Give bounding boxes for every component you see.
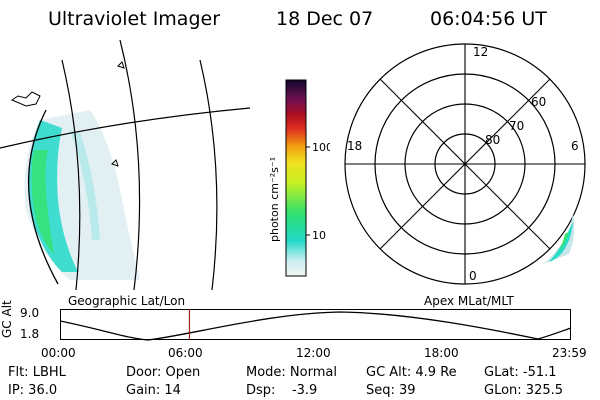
timeline-tick: 00:00 (41, 346, 76, 360)
meridian-line (119, 40, 141, 290)
coastline (10, 91, 41, 107)
mlt-label-0: 0 (469, 269, 477, 283)
coastline (117, 61, 125, 69)
gc-alt-readout: GC Alt: 4.9 Re (366, 365, 457, 380)
aurora-emission-geographic (24, 110, 140, 280)
timeline-tick: 06:00 (168, 346, 203, 360)
meridian-line (199, 59, 218, 290)
colorbar-tick-10: 10 (312, 229, 326, 242)
observation-time: 06:04:56 UT (430, 8, 547, 30)
observation-date: 18 Dec 07 (276, 8, 374, 30)
aurora-emission-polar (543, 214, 575, 264)
colorbar-gradient (285, 79, 307, 277)
geographic-panel-title: Geographic Lat/Lon (68, 294, 186, 308)
mlat-label-80: 80 (485, 133, 500, 147)
instrument-title: Ultraviolet Imager (48, 8, 221, 30)
meridian-line (61, 59, 81, 290)
polar-mlat-mlt-plot: 12 18 6 0 60 70 80 (344, 43, 586, 285)
glon-readout: GLon: 325.5 (484, 383, 564, 398)
intensity-colorbar: 100 10 photon cm⁻²s⁻¹ (268, 79, 330, 277)
seq-readout: Seq: 39 (366, 383, 416, 398)
mlt-label-12: 12 (473, 45, 488, 59)
timeline-tick: 23:59 (552, 346, 587, 360)
mlat-label-70: 70 (509, 119, 524, 133)
mlt-label-6: 6 (571, 139, 579, 153)
door-readout: Door: Open (126, 365, 201, 380)
timeline-tick: 12:00 (296, 346, 331, 360)
altitude-curve (60, 311, 572, 341)
altitude-timeline (60, 309, 572, 341)
earth-limb (27, 109, 59, 285)
mlt-label-18: 18 (347, 139, 362, 153)
timeline-y-min: 1.8 (20, 327, 40, 341)
glat-readout: GLat: -51.1 (484, 365, 557, 380)
colorbar-tick-100: 100 (312, 141, 330, 154)
coastline (111, 159, 119, 167)
timeline-tick: 18:00 (424, 346, 459, 360)
ip-readout: IP: 36.0 (8, 383, 58, 398)
dsp-readout: Dsp: -3.9 (246, 383, 318, 398)
gain-readout: Gain: 14 (126, 383, 181, 398)
mode-readout: Mode: Normal (246, 365, 337, 380)
geographic-map (0, 40, 250, 290)
timeline-y-axis-label: GC Alt (0, 300, 14, 338)
mlat-label-60: 60 (531, 95, 546, 109)
apex-panel-title: Apex MLat/MLT (424, 294, 514, 308)
filter-readout: Flt: LBHL (8, 365, 66, 380)
timeline-frame (60, 309, 571, 340)
colorbar-unit-label: photon cm⁻²s⁻¹ (268, 157, 281, 242)
parallel-line (0, 107, 250, 149)
timeline-y-max: 9.0 (20, 306, 40, 320)
